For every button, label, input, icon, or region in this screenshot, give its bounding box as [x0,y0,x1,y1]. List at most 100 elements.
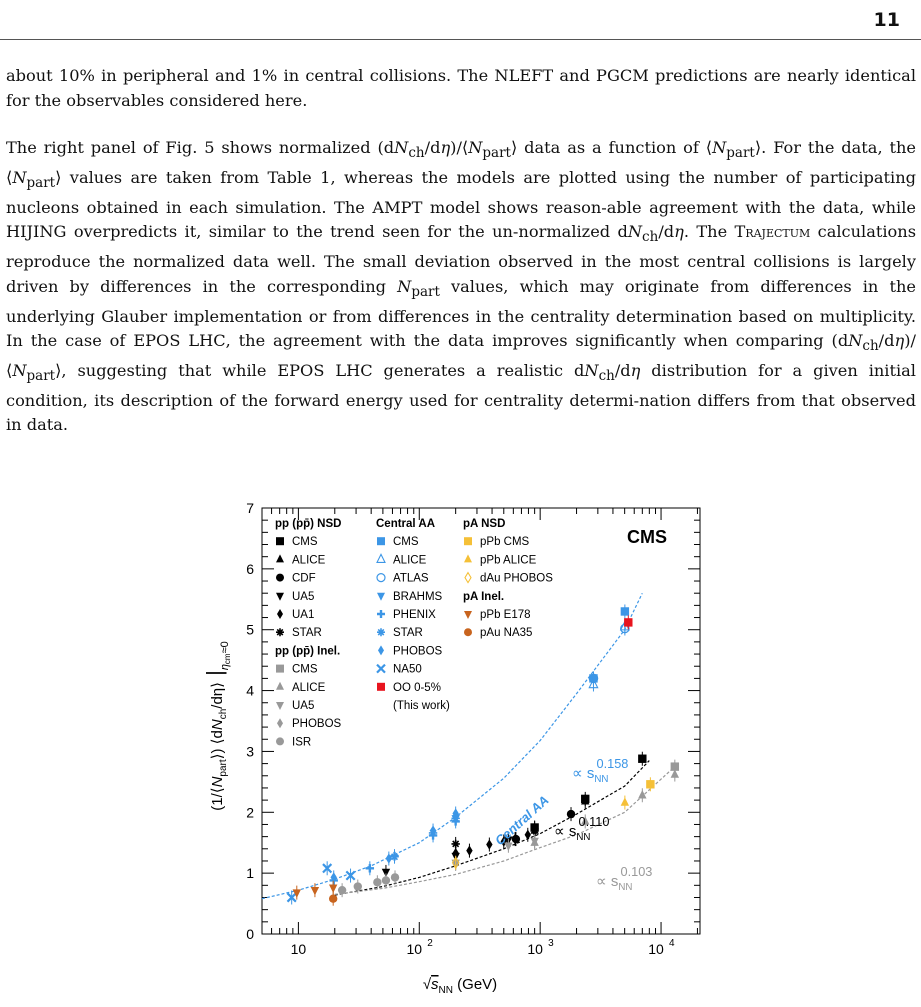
fit-formula: ∝ sNN 0.158 [572,756,628,785]
marker-circle [337,885,347,895]
marker-square [620,607,630,616]
marker-star [451,839,460,849]
legend-label: ALICE [393,554,427,566]
y-tick-label: 3 [246,743,254,759]
y-tick-label: 5 [246,622,254,638]
marker-square [276,537,284,546]
marker-triangle-down [276,592,284,601]
p2-text: small deviation observed in the most cen… [6,252,916,296]
y-tick-label: 0 [246,926,254,942]
marker-circle [373,878,382,887]
p2-text: overpredicts it, similar to the trend se… [73,222,519,242]
sym-eta: η [894,331,905,351]
p2-text: )/⟨ [6,331,916,380]
p2-text: for a given initial condition, its descr… [6,360,916,410]
marker-circle [464,628,472,637]
header-rule [0,39,921,40]
x-axis-label: √sNN (GeV) [423,976,497,996]
marker-square [377,537,385,546]
sym-sub: ch [598,368,615,385]
experiment-label: CMS [627,527,667,547]
legend-label: CMS [393,536,419,548]
ylabel-part: N [209,776,226,787]
marker-triangle-down [464,611,472,619]
legend-label: dAu PHOBOS [480,573,553,585]
legend-label: pPb CMS [480,536,530,548]
marker-circle-open [376,572,386,583]
legend-label: CDF [292,573,316,585]
marker-triangle-down [310,886,320,896]
legend-label: PHENIX [393,609,436,621]
legend-label: PHOBOS [292,718,342,730]
sym-eta: η [440,138,451,157]
sym-sub: part [726,145,755,162]
p2-text: /d [658,222,675,242]
marker-triangle-down [530,837,539,847]
marker-circle-open [588,673,599,684]
p2-text: /d [424,138,441,157]
ylabel-part: N [209,719,226,730]
x-tick-label-sup: 3 [548,938,554,949]
marker-square [646,780,655,789]
marker-square [464,537,472,546]
sym-n: N [12,167,27,187]
marker-diamond [277,718,283,729]
paragraph-2: The right panel of Fig. 5 shows normaliz… [6,136,916,438]
fit-line [334,766,676,895]
p1-line-2: nearly identical for the observables con… [6,66,916,110]
fit-exp: 0.103 [620,864,652,879]
sym-sub: part [482,145,511,162]
x-tick-label-sup: 4 [669,938,675,949]
marker-triangle-down [276,702,284,710]
y-tick-label: 2 [246,804,254,820]
marker-triangle-down [292,889,301,898]
figure-chart: 10 10 2 10 3 10 4 0 1 2 3 4 5 6 7 √sNN (GeV) (1/⟨Npart⟩)… [150,494,770,1007]
legend-title: Central AA [376,518,435,530]
sym-n: N [712,138,727,157]
marker-diamond [429,825,437,836]
marker-diamond-open [464,571,472,584]
model-name: Trajectum [734,222,811,242]
xlabel-unit: (GeV) [453,976,497,993]
marker-square [276,664,284,673]
ylabel-part: /dη⟩ [209,682,226,709]
marker-triangle-up [276,554,284,563]
legend-label: CMS [292,536,318,548]
legend-label: OO 0-5% [393,682,441,694]
p2-text: . The [683,222,728,242]
legend-label: STAR [393,627,423,639]
legend-label: UA1 [292,609,314,621]
p2-text: nation differs from that observed in dat… [6,390,916,435]
legend-label: pPb E178 [480,609,531,621]
marker-diamond [385,853,393,864]
x-tick-label: 10 [527,941,543,957]
marker-circle [276,573,284,582]
marker-triangle-up-open [588,678,599,689]
legend-title: pp (pp̄) Inel. [275,645,340,657]
marker-square [670,762,680,771]
p2-text: The right panel of Fig. 5 shows normaliz… [6,138,395,157]
xlabel-s: s [431,976,439,993]
marker-triangle-up [638,790,647,799]
marker-diamond [524,829,531,841]
legend-label: ATLAS [393,573,429,585]
marker-triangle-up [276,681,284,690]
p2-text: /d [614,360,631,380]
ylabel-part: η [219,664,231,670]
legend-label: NA50 [393,664,422,676]
x-tick-label: 10 [648,941,664,957]
page-number: 11 [873,9,900,31]
model-name: EPOS LHC [277,360,373,380]
sym-sub: ch [642,229,659,246]
legend-label: ISR [292,736,311,748]
marker-triangle-down [381,868,391,878]
marker-triangle-down [504,842,513,851]
marker-triangle-up-open [376,553,386,563]
ylabel-part: cm [223,653,232,664]
ylabel-part: part [218,759,229,776]
p2-text: number of participating nucleons obtaine… [6,167,916,217]
marker-x [286,892,297,903]
marker-triangle-up [581,796,590,805]
p2-text: corresponding [266,276,387,296]
legend-label: pAu NA35 [480,627,532,639]
